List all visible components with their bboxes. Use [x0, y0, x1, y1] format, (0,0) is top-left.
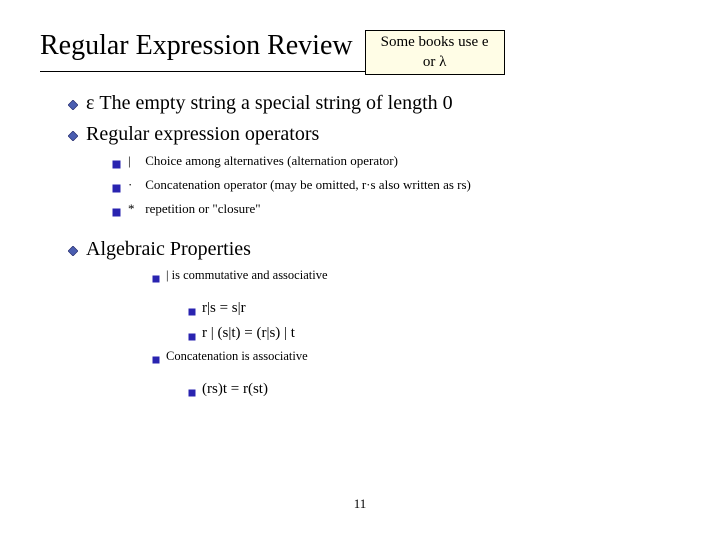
spacer [40, 290, 680, 298]
bullet-empty-string: ε The empty string a special string of l… [68, 90, 680, 117]
op-desc: repetition or "closure" [145, 201, 260, 216]
main-list: ε The empty string a special string of l… [40, 90, 680, 402]
eq-concat-assoc: (rs)t = r(st) [188, 379, 680, 402]
slide-title: Regular Expression Review [40, 30, 353, 62]
title-row: Regular Expression Review Some books use… [40, 30, 680, 75]
op-closure: * repetition or "closure" [112, 200, 680, 222]
op-text: · Concatenation operator (may be omitted… [128, 176, 471, 194]
eq-text: r | (s|t) = (r|s) | t [202, 323, 295, 343]
op-text: * repetition or "closure" [128, 200, 261, 218]
prop-concat-assoc: Concatenation is associative [152, 348, 680, 369]
spacer [40, 371, 680, 379]
square-bullet-icon [188, 328, 202, 346]
op-text: | Choice among alternatives (alternation… [128, 152, 398, 170]
square-bullet-icon [152, 270, 166, 288]
op-alternation: | Choice among alternatives (alternation… [112, 152, 680, 174]
eq-commutative: r|s = s|r [188, 298, 680, 321]
bullet-text: Algebraic Properties [86, 236, 251, 263]
eq-text: r|s = s|r [202, 298, 246, 318]
square-bullet-icon [188, 384, 202, 402]
square-bullet-icon [152, 351, 166, 369]
square-bullet-icon [188, 303, 202, 321]
bullet-text: ε The empty string a special string of l… [86, 90, 453, 117]
bullet-text: Regular expression operators [86, 121, 319, 148]
diamond-icon [68, 243, 86, 261]
op-symbol: * [128, 200, 142, 218]
bullet-operators: Regular expression operators [68, 121, 680, 148]
square-bullet-icon [112, 204, 128, 222]
page-number: 11 [354, 496, 367, 512]
op-concatenation: · Concatenation operator (may be omitted… [112, 176, 680, 198]
note-line-2: or λ [374, 53, 496, 73]
note-box: Some books use e or λ [365, 30, 505, 75]
square-bullet-icon [112, 180, 128, 198]
prop-text: | is commutative and associative [166, 267, 328, 284]
note-line-1: Some books use e [374, 33, 496, 53]
slide-container: Regular Expression Review Some books use… [0, 0, 720, 540]
op-desc: Concatenation operator (may be omitted, … [145, 177, 471, 192]
prop-text: Concatenation is associative [166, 348, 308, 365]
diamond-icon [68, 97, 86, 115]
bullet-algebraic: Algebraic Properties [68, 236, 680, 263]
diamond-icon [68, 128, 86, 146]
eq-associative-alt: r | (s|t) = (r|s) | t [188, 323, 680, 346]
square-bullet-icon [112, 156, 128, 174]
spacer [40, 224, 680, 236]
eq-text: (rs)t = r(st) [202, 379, 268, 399]
op-desc: Choice among alternatives (alternation o… [145, 153, 398, 168]
op-symbol: · [128, 176, 142, 194]
prop-commutative: | is commutative and associative [152, 267, 680, 288]
op-symbol: | [128, 152, 142, 170]
